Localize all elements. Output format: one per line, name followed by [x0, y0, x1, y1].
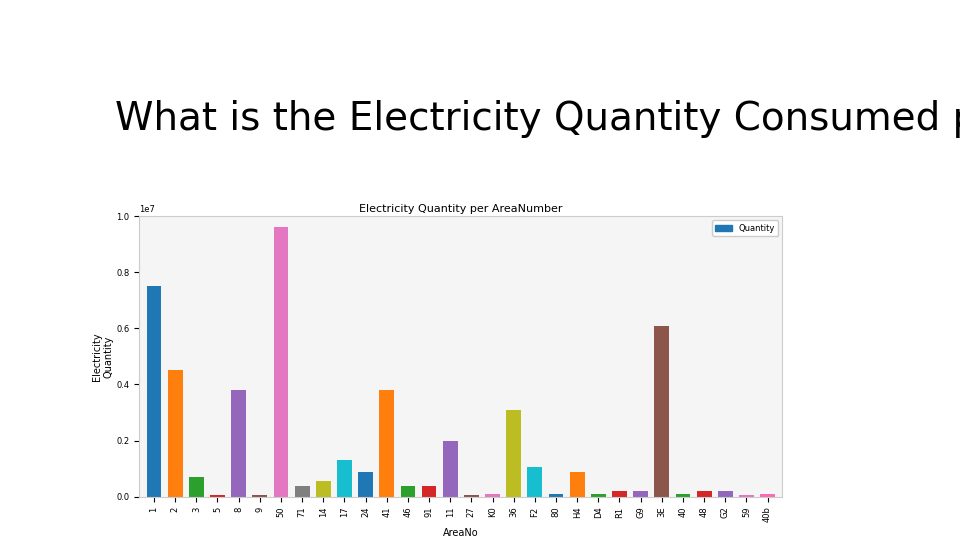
- Bar: [739, 495, 754, 497]
- Legend: Quantity: Quantity: [712, 220, 779, 236]
- Bar: [147, 286, 161, 497]
- Bar: [316, 481, 330, 497]
- Bar: [655, 326, 669, 497]
- Bar: [527, 467, 542, 497]
- Bar: [485, 494, 500, 497]
- Bar: [252, 495, 267, 497]
- Bar: [591, 494, 606, 497]
- Bar: [676, 494, 690, 497]
- Bar: [421, 485, 437, 497]
- Bar: [274, 227, 288, 497]
- Bar: [443, 441, 458, 497]
- Text: What is the Electricity Quantity Consumed per Area?: What is the Electricity Quantity Consume…: [115, 100, 960, 138]
- Bar: [231, 390, 246, 497]
- Bar: [697, 491, 711, 497]
- Bar: [210, 495, 225, 497]
- Bar: [358, 471, 373, 497]
- Bar: [612, 491, 627, 497]
- Bar: [464, 495, 479, 497]
- Bar: [337, 460, 351, 497]
- Bar: [189, 477, 204, 497]
- X-axis label: AreaNo: AreaNo: [443, 528, 479, 538]
- Bar: [718, 491, 732, 497]
- Bar: [760, 494, 775, 497]
- Bar: [168, 370, 182, 497]
- Bar: [548, 494, 564, 497]
- Bar: [570, 471, 585, 497]
- Bar: [295, 485, 309, 497]
- Title: Electricity Quantity per AreaNumber: Electricity Quantity per AreaNumber: [359, 204, 563, 214]
- Bar: [506, 410, 521, 497]
- Bar: [634, 491, 648, 497]
- Y-axis label: Electricity
Quantity: Electricity Quantity: [92, 332, 113, 381]
- Bar: [400, 485, 416, 497]
- Bar: [379, 390, 395, 497]
